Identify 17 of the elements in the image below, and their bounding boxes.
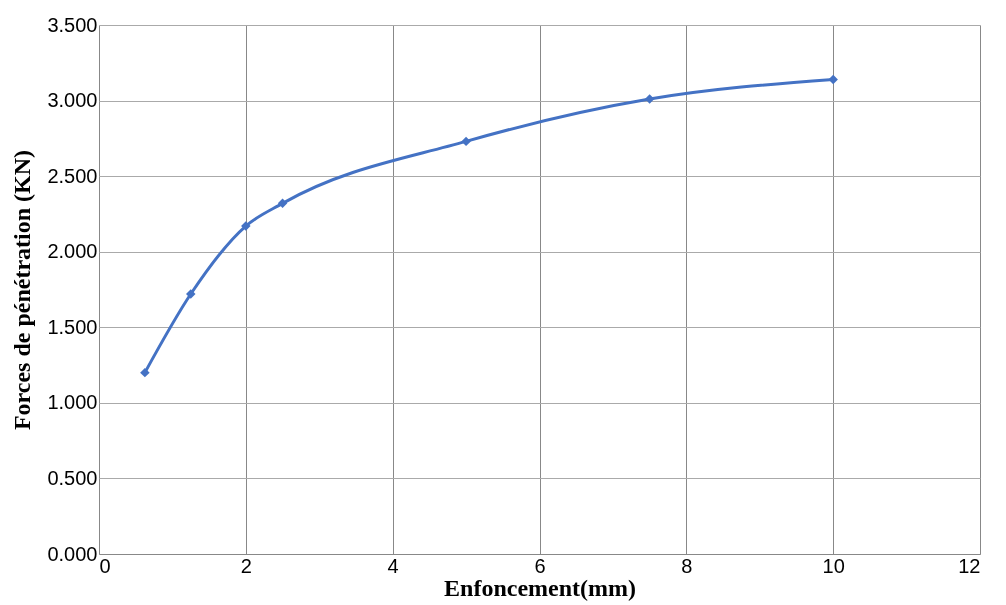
y-tick-label: 3.500 xyxy=(47,13,98,36)
y-tick-label: 1.000 xyxy=(47,391,98,414)
x-tick-label: 10 xyxy=(822,554,845,577)
y-tick-label: 2.500 xyxy=(47,164,98,187)
x-tick-label: 12 xyxy=(958,554,981,577)
y-tick-label: 3.000 xyxy=(47,89,98,112)
x-axis-title: Enfoncement(mm) xyxy=(444,574,636,601)
x-tick-label: 2 xyxy=(240,554,252,577)
y-tick-label: 2.000 xyxy=(47,240,98,263)
y-tick-label: 0.500 xyxy=(47,466,98,489)
y-axis-title: Forces de pénétration (KN) xyxy=(9,149,36,431)
x-tick-label: 6 xyxy=(534,554,546,577)
x-tick-label: 4 xyxy=(387,554,399,577)
x-tick-label: 8 xyxy=(681,554,693,577)
y-tick-label: 1.500 xyxy=(47,315,98,338)
y-tick-label: 0.000 xyxy=(47,542,98,565)
x-tick-label: 0 xyxy=(99,554,111,577)
